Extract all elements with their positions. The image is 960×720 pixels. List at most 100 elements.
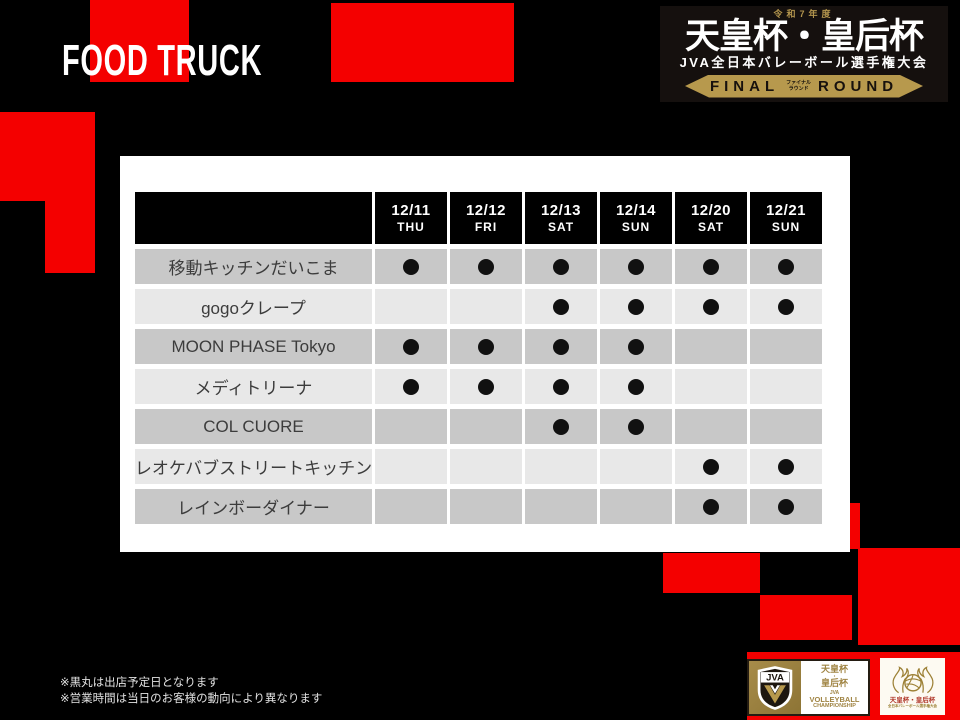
schedule-mark-cell (375, 289, 447, 324)
column-date: 12/21 (765, 201, 807, 219)
schedule-mark-cell (375, 409, 447, 444)
jva-badge-line1: 天皇杯 (820, 664, 848, 675)
attendance-dot (628, 418, 644, 435)
schedule-column-header: 12/21 SUN (750, 192, 822, 244)
schedule-mark-cell (675, 329, 747, 364)
schedule-mark-cell (450, 249, 522, 284)
column-date: 12/13 (540, 201, 582, 219)
schedule-column-header: 12/14 SUN (600, 192, 672, 244)
attendance-dot (778, 498, 794, 515)
attendance-dot (478, 258, 494, 275)
attendance-dot (553, 298, 569, 315)
jva-badge-dot: ・ (831, 673, 837, 680)
red-square-left-upper (0, 112, 95, 201)
column-date: 12/14 (615, 201, 657, 219)
schedule-mark-cell (450, 369, 522, 404)
attendance-dot (553, 378, 569, 395)
column-day: THU (397, 219, 425, 234)
schedule-mark-cell (675, 449, 747, 484)
red-square-right (858, 548, 960, 645)
schedule-mark-cell (375, 369, 447, 404)
column-date: 12/12 (465, 201, 507, 219)
final-round-banner: FINAL ファイナル ラウンド ROUND (685, 75, 923, 98)
schedule-mark-cell (525, 409, 597, 444)
schedule-mark-cell (600, 449, 672, 484)
attendance-dot (628, 338, 644, 355)
footnotes: ※黒丸は出店予定日となります ※営業時間は当日のお客様の動向により異なります (60, 676, 322, 707)
vendor-name-cell: COL CUORE (135, 409, 372, 444)
footnote-line-1: ※黒丸は出店予定日となります (60, 677, 219, 689)
attendance-dot (778, 298, 794, 315)
schedule-mark-cell (750, 409, 822, 444)
vendor-name-cell: レインボーダイナー (135, 489, 372, 524)
attendance-dot (403, 258, 419, 275)
vendor-name-cell: レオケバブストリートキッチン (135, 449, 372, 484)
schedule-mark-cell (525, 489, 597, 524)
schedule-mark-cell (750, 489, 822, 524)
jva-badge-line5: VOLLEYBALL (809, 694, 860, 704)
round-label: ROUND (818, 77, 899, 95)
red-sliver-card-right (848, 503, 860, 549)
vendor-name-cell: MOON PHASE Tokyo (135, 329, 372, 364)
schedule-mark-cell (600, 289, 672, 324)
event-logo: 令和7年度 天皇杯・皇后杯 JVA全日本バレーボール選手権大会 FINAL ファ… (660, 6, 948, 102)
schedule-mark-cell (750, 449, 822, 484)
red-square-top-mid (331, 3, 514, 82)
schedule-mark-cell (675, 369, 747, 404)
schedule-column-header: 12/11 THU (375, 192, 447, 244)
jva-badge-line3: 皇后杯 (820, 678, 848, 689)
attendance-dot (553, 418, 569, 435)
tournament-emblem-badge: 天皇杯・皇后杯 全日本バレーボール選手権大会 (880, 658, 945, 715)
schedule-mark-cell (675, 489, 747, 524)
attendance-dot (553, 338, 569, 355)
schedule-column-header: 12/13 SAT (525, 192, 597, 244)
schedule-mark-cell (525, 369, 597, 404)
schedule-mark-cell (750, 329, 822, 364)
page-title: FOOD TRUCK (62, 36, 263, 85)
round-kana: ラウンド (788, 86, 809, 93)
jva-championship-badge: JVA 天皇杯 ・ 皇后杯 JVA VOLLEYBALL CHAMPIONSHI… (747, 659, 870, 716)
schedule-mark-cell (525, 249, 597, 284)
red-square-left-lower (45, 200, 95, 273)
red-square-below-card (663, 553, 760, 593)
schedule-mark-cell (750, 249, 822, 284)
attendance-dot (628, 378, 644, 395)
vendor-name-cell: gogoクレープ (135, 289, 372, 324)
emblem-subtitle: 全日本バレーボール選手権大会 (888, 704, 937, 709)
final-round-kana: ファイナル ラウンド (786, 80, 811, 92)
column-day: FRI (474, 219, 498, 234)
footnote-line-2: ※営業時間は当日のお客様の動向により異なります (60, 692, 323, 705)
attendance-dot (703, 298, 719, 315)
schedule-mark-cell (675, 289, 747, 324)
event-era-label: 令和7年度 (773, 9, 835, 20)
attendance-dot (403, 338, 419, 355)
red-square-bottom-mid (760, 595, 852, 640)
schedule-mark-cell (600, 489, 672, 524)
schedule-mark-cell (750, 289, 822, 324)
attendance-dot (628, 298, 644, 315)
column-date: 12/20 (690, 201, 732, 219)
schedule-mark-cell (600, 329, 672, 364)
column-day: SAT (697, 219, 725, 234)
schedule-table: 12/11 THU 12/12 FRI 12/13 SAT 12/14 SUN 12/20 SAT… (135, 192, 822, 524)
phoenix-volleyball-emblem-icon (892, 665, 933, 693)
jva-shield-icon: JVA (757, 665, 793, 710)
event-subtitle: JVA全日本バレーボール選手権大会 (679, 55, 929, 71)
schedule-mark-cell (375, 449, 447, 484)
schedule-card: 12/11 THU 12/12 FRI 12/13 SAT 12/14 SUN 12/20 SAT… (120, 156, 850, 552)
jva-shield-panel: JVA (749, 661, 801, 714)
schedule-mark-cell (450, 409, 522, 444)
attendance-dot (703, 498, 719, 515)
schedule-mark-cell (600, 409, 672, 444)
schedule-mark-cell (450, 449, 522, 484)
final-kana: ファイナル (786, 80, 812, 87)
attendance-dot (778, 458, 794, 475)
schedule-column-header: 12/20 SAT (675, 192, 747, 244)
emblem-title: 天皇杯・皇后杯 (889, 696, 936, 704)
schedule-corner-cell (135, 192, 372, 244)
schedule-mark-cell (375, 249, 447, 284)
schedule-mark-cell (675, 409, 747, 444)
attendance-dot (628, 258, 644, 275)
column-day: SUN (621, 219, 651, 234)
